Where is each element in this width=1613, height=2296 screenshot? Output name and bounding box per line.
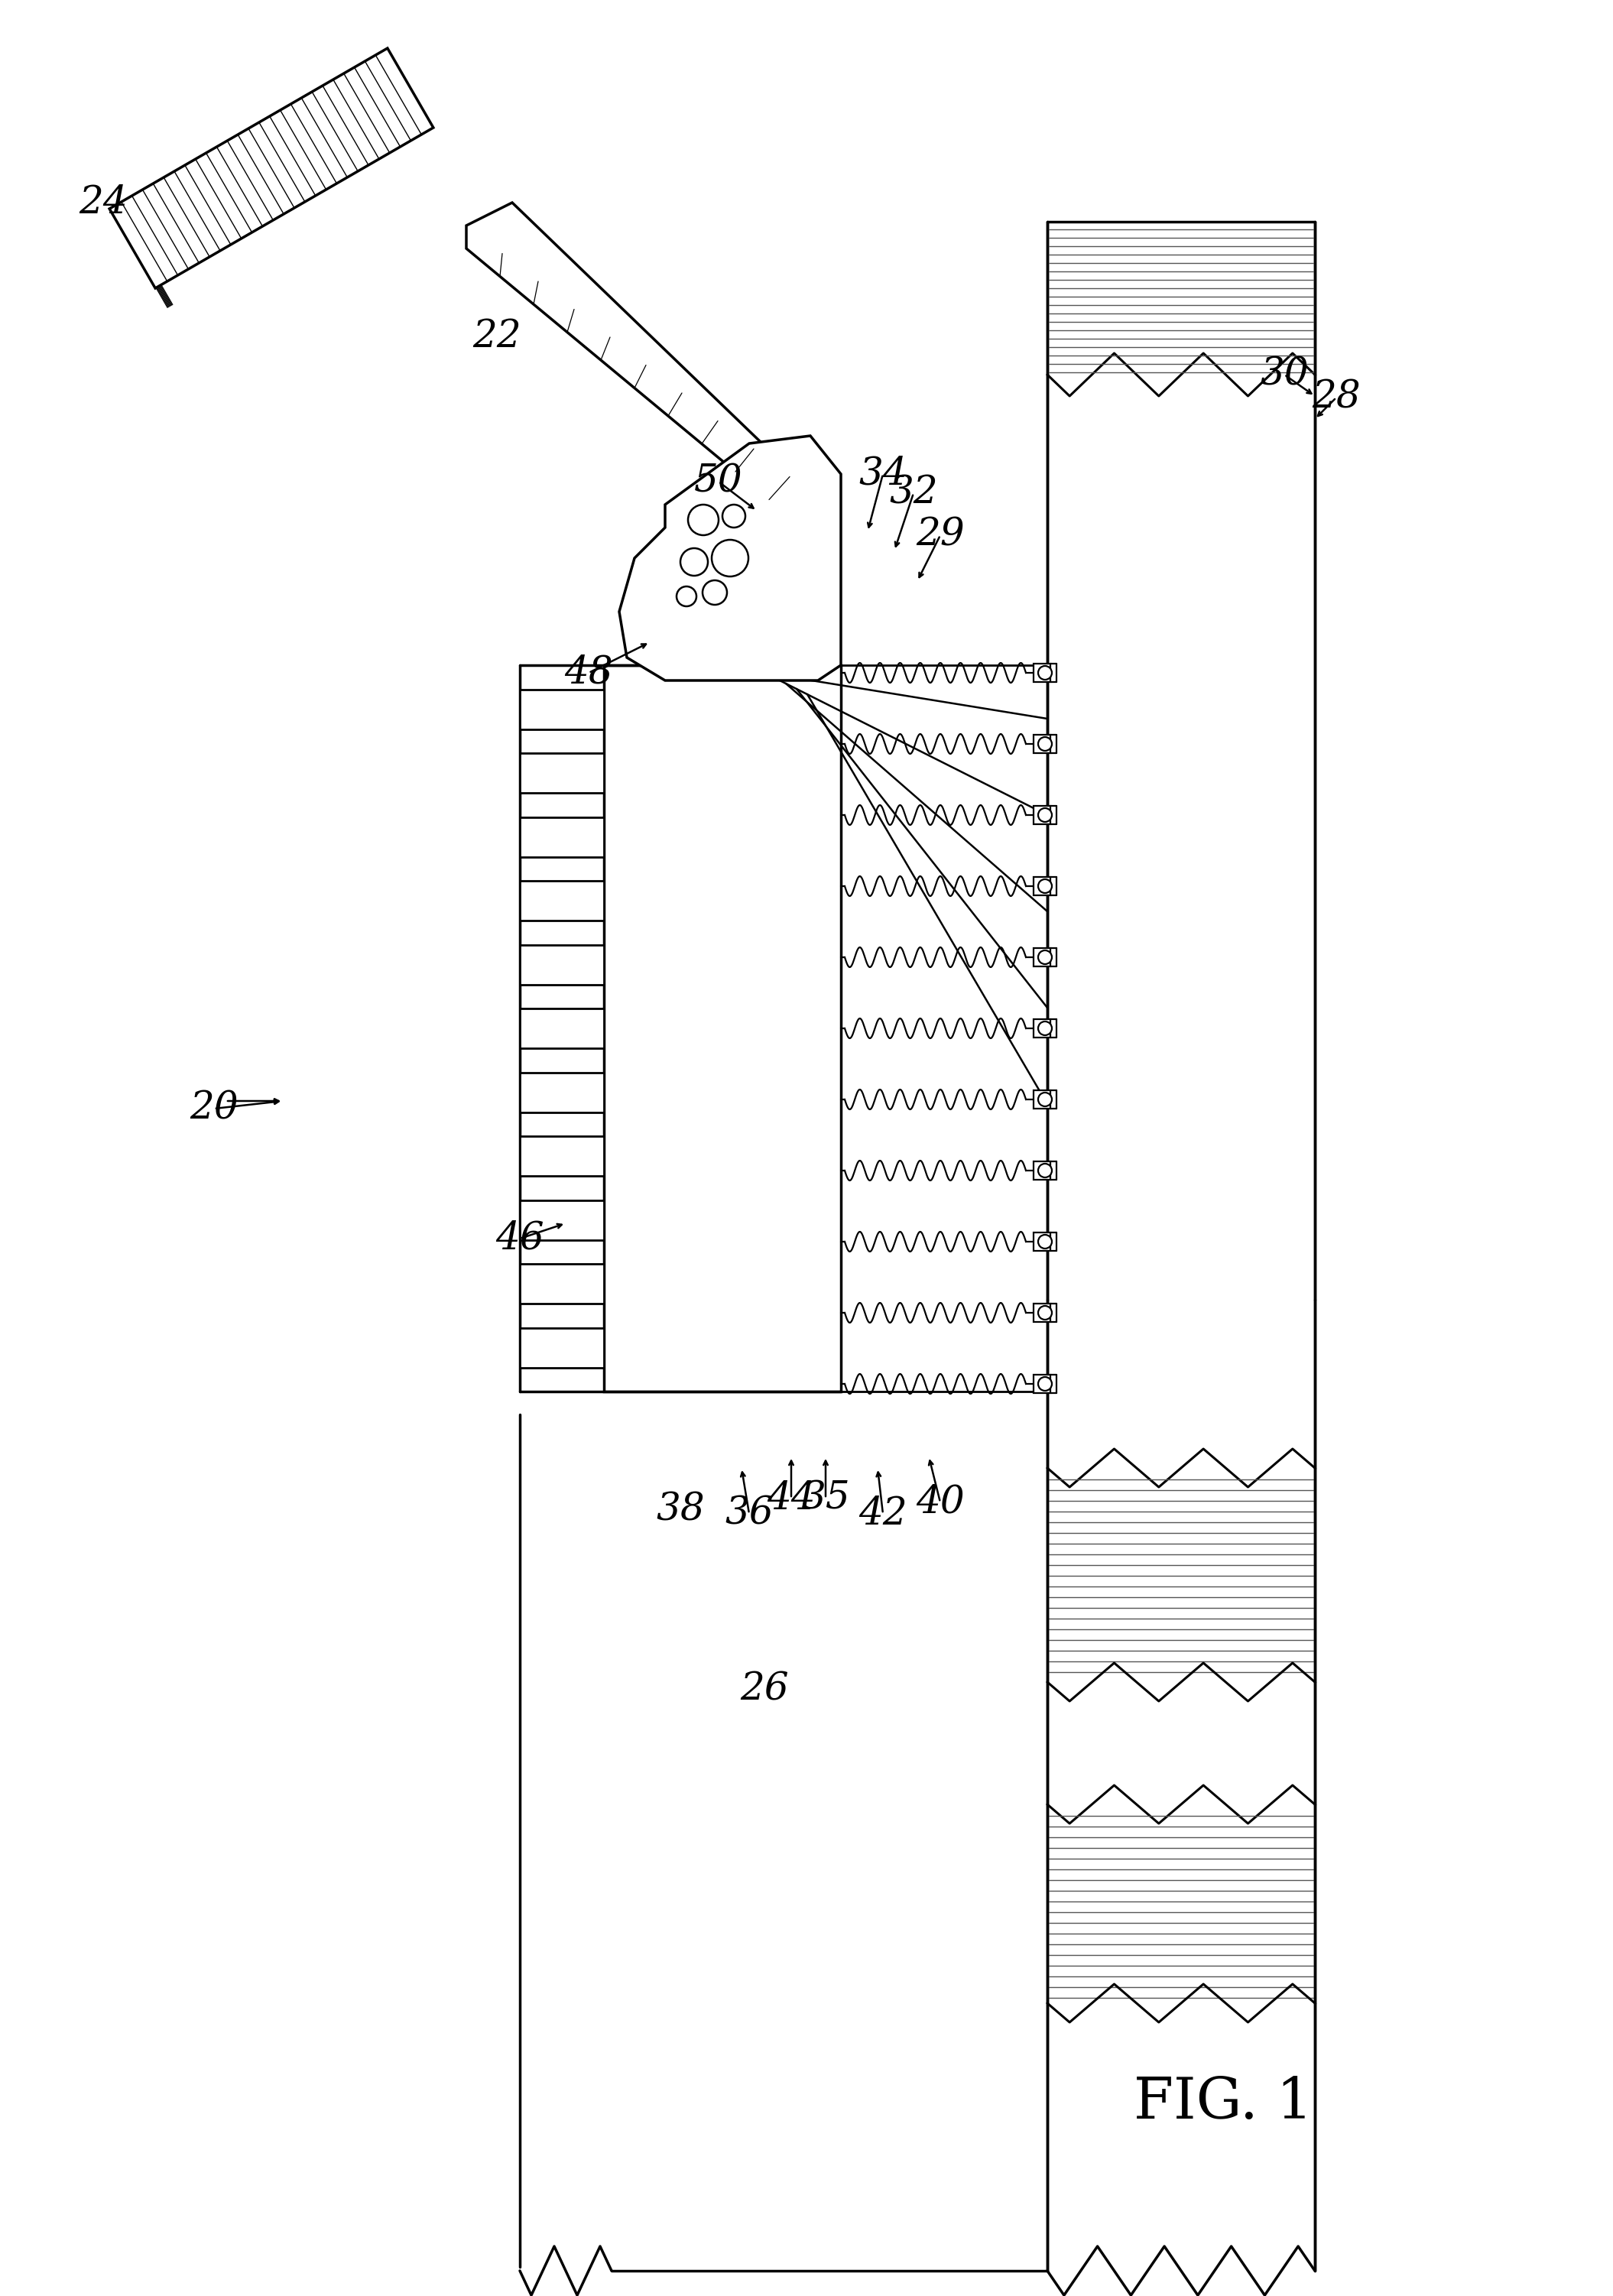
Text: 42: 42 (858, 1495, 907, 1534)
Text: 36: 36 (724, 1495, 774, 1534)
Polygon shape (1047, 374, 1315, 1300)
Polygon shape (519, 882, 603, 921)
Circle shape (1039, 951, 1052, 964)
Polygon shape (1034, 735, 1050, 753)
Text: 38: 38 (656, 1490, 705, 1529)
Text: 40: 40 (916, 1483, 965, 1522)
Polygon shape (1034, 806, 1050, 824)
Polygon shape (1034, 1233, 1050, 1251)
Polygon shape (1034, 1304, 1050, 1322)
Polygon shape (519, 1072, 603, 1111)
Text: 29: 29 (916, 517, 965, 553)
Circle shape (1039, 737, 1052, 751)
Text: 24: 24 (79, 184, 127, 220)
Polygon shape (1034, 1019, 1050, 1038)
Polygon shape (519, 753, 603, 792)
Circle shape (1039, 879, 1052, 893)
Polygon shape (466, 202, 826, 528)
Text: 46: 46 (495, 1219, 544, 1258)
Polygon shape (1034, 948, 1050, 967)
Circle shape (711, 540, 748, 576)
Polygon shape (519, 944, 603, 985)
Text: 32: 32 (889, 475, 937, 512)
Text: 26: 26 (740, 1671, 789, 1708)
Circle shape (1039, 1306, 1052, 1320)
Polygon shape (1034, 664, 1050, 682)
Polygon shape (1034, 1091, 1050, 1109)
Polygon shape (603, 666, 840, 1391)
Polygon shape (519, 817, 603, 856)
Circle shape (1039, 1022, 1052, 1035)
Text: FIG. 1: FIG. 1 (1134, 2076, 1313, 2131)
Circle shape (1039, 1235, 1052, 1249)
Polygon shape (1034, 1375, 1050, 1394)
Text: 50: 50 (694, 464, 744, 501)
Text: 44: 44 (766, 1479, 816, 1518)
Circle shape (1039, 1378, 1052, 1391)
Circle shape (1039, 1093, 1052, 1107)
Polygon shape (519, 1327, 603, 1368)
Circle shape (689, 505, 718, 535)
Polygon shape (519, 1263, 603, 1304)
Circle shape (703, 581, 727, 604)
Circle shape (676, 585, 697, 606)
Polygon shape (110, 48, 434, 289)
Text: 20: 20 (190, 1091, 239, 1127)
Circle shape (1039, 808, 1052, 822)
Text: 34: 34 (858, 455, 907, 494)
Circle shape (681, 549, 708, 576)
Polygon shape (519, 689, 603, 730)
Circle shape (1039, 666, 1052, 680)
Text: 22: 22 (473, 317, 521, 356)
Text: 48: 48 (565, 654, 613, 691)
Text: 28: 28 (1311, 379, 1361, 416)
Circle shape (1039, 1164, 1052, 1178)
Polygon shape (519, 1201, 603, 1240)
Text: 35: 35 (802, 1479, 850, 1518)
Polygon shape (619, 436, 840, 680)
Circle shape (723, 505, 745, 528)
Polygon shape (1034, 877, 1050, 895)
Polygon shape (519, 1008, 603, 1049)
Text: 30: 30 (1260, 356, 1308, 393)
Polygon shape (519, 1137, 603, 1176)
Polygon shape (1034, 1162, 1050, 1180)
